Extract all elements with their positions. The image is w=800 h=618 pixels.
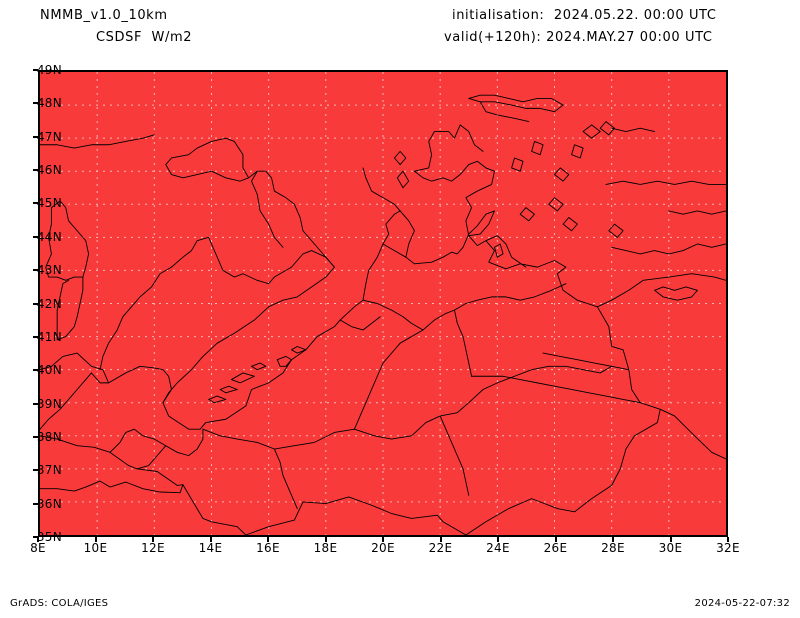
map-canvas — [40, 72, 726, 535]
tick-mark-longitude — [209, 537, 212, 542]
geography-lines — [40, 95, 726, 535]
title-field: CSDSF W/m2 — [96, 30, 193, 45]
tick-mark-longitude — [612, 537, 614, 542]
axis-label-longitude: 28E — [601, 541, 625, 555]
axis-label-latitude: 36N — [36, 496, 62, 511]
initialisation-time: initialisation: 2024.05.22. 00:00 UTC — [452, 8, 717, 23]
gridlines — [40, 72, 726, 535]
tick-mark-latitude — [33, 302, 38, 305]
axis-label-longitude: 24E — [486, 541, 510, 555]
axis-label-latitude: 48N — [36, 96, 62, 111]
tick-mark-longitude — [439, 537, 442, 542]
tick-mark-longitude — [324, 537, 327, 542]
tick-mark-latitude — [33, 469, 38, 472]
axis-label-longitude: 22E — [428, 541, 453, 555]
tick-mark-longitude — [152, 537, 154, 542]
axis-label-longitude: 18E — [313, 541, 338, 555]
tick-mark-latitude — [33, 536, 38, 538]
plot-frame — [38, 70, 728, 537]
axis-label-longitude: 8E — [30, 541, 46, 555]
axis-label-longitude: 16E — [256, 541, 280, 555]
tick-mark-longitude — [267, 537, 269, 542]
tick-mark-latitude — [33, 435, 38, 438]
tick-mark-latitude — [33, 269, 38, 272]
axis-label-latitude: 38N — [36, 429, 62, 444]
axis-label-longitude: 14E — [198, 541, 223, 555]
tick-mark-longitude — [37, 537, 39, 542]
map-plot-area — [33, 69, 729, 542]
tick-mark-latitude — [33, 169, 38, 172]
tick-mark-latitude — [33, 335, 38, 338]
axis-label-latitude: 43N — [36, 263, 62, 278]
tick-mark-latitude — [33, 235, 38, 238]
axis-label-longitude: 20E — [371, 541, 395, 555]
tick-mark-latitude — [33, 102, 38, 105]
axis-label-longitude: 26E — [543, 541, 568, 555]
axis-label-latitude: 46N — [36, 163, 62, 178]
tick-mark-longitude — [94, 537, 97, 542]
tick-mark-latitude — [33, 369, 38, 372]
axis-label-longitude: 12E — [141, 541, 165, 555]
tick-mark-latitude — [33, 202, 38, 205]
axis-label-latitude: 42N — [36, 296, 62, 311]
axis-label-latitude: 39N — [36, 396, 62, 411]
tick-mark-longitude — [382, 537, 384, 542]
tick-mark-latitude — [33, 135, 38, 138]
axis-label-latitude: 44N — [36, 229, 62, 244]
render-timestamp: 2024-05-22-07:32 — [694, 598, 790, 609]
axis-label-latitude: 40N — [36, 363, 62, 378]
axis-label-longitude: 30E — [658, 541, 683, 555]
tick-mark-longitude — [554, 537, 557, 542]
valid-time: valid(+120h): 2024.MAY.27 00:00 UTC — [444, 30, 713, 45]
tick-mark-latitude — [33, 402, 38, 405]
tick-mark-longitude — [497, 537, 499, 542]
axis-label-latitude: 37N — [36, 463, 62, 478]
grads-credit: GrADS: COLA/IGES — [10, 598, 109, 609]
axis-label-latitude: 49N — [36, 63, 62, 77]
tick-mark-latitude — [33, 69, 38, 71]
tick-mark-longitude — [727, 537, 729, 542]
axis-label-latitude: 41N — [36, 329, 62, 344]
axis-label-latitude: 45N — [36, 196, 62, 211]
axis-label-latitude: 35N — [36, 530, 62, 544]
title-model: NMMB_v1.0_10km — [40, 8, 168, 23]
axis-label-latitude: 47N — [36, 129, 62, 144]
axis-label-longitude: 10E — [83, 541, 108, 555]
tick-mark-latitude — [33, 502, 38, 505]
tick-mark-longitude — [669, 537, 672, 542]
axis-label-longitude: 32E — [716, 541, 740, 555]
